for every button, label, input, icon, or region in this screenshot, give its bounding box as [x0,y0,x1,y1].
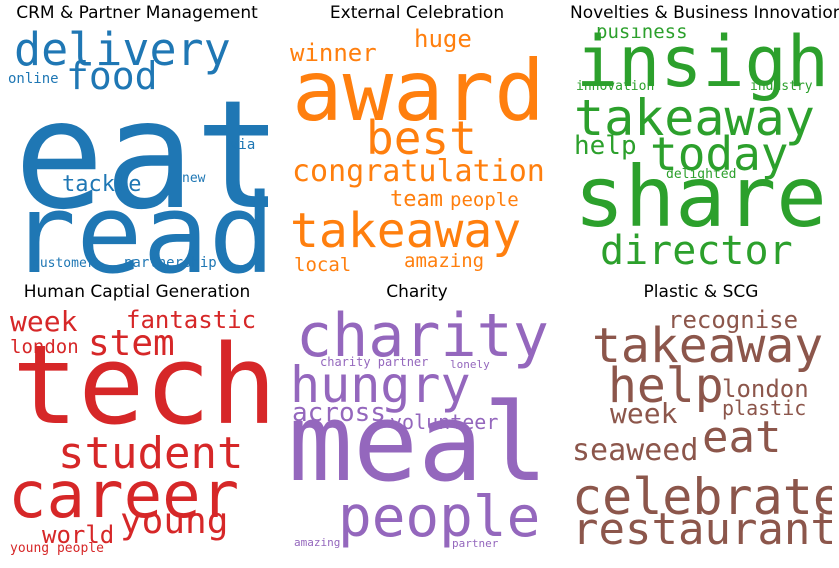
wordcloud-panel-novelties: Novelties & Business Innovations share i… [570,3,839,289]
word-charity-partner: charity partner [320,355,429,369]
word-takeaway: takeaway [574,89,815,147]
wordcloud-panel-external-celebration: External Celebration award best takeaway… [286,3,548,289]
word-recognise: recognise [668,306,799,334]
word-london: london [722,375,809,403]
word-hungry: hungry [290,356,471,414]
word-customer: customer [32,256,95,271]
word-people: people [450,189,519,211]
word-via: via [230,137,256,153]
panel-title: External Celebration [329,3,505,23]
word-partner: partner [452,537,499,550]
word-takeaway: takeaway [592,318,824,374]
word-winner: winner [290,39,377,67]
word-lonely: lonely [450,358,490,371]
wordcloud-panel-plastic-scg: Plastic & SCG celebrate restaurant takea… [570,282,832,568]
panel-title: Novelties & Business Innovations [570,3,839,23]
word-stem: stem [88,323,175,364]
word-share: share [574,148,827,246]
wordcloud-canvas: eat read delivery food tackle partnershi… [6,27,268,289]
wordcloud-panel-human-capital: Human Captial Generation tech career stu… [6,282,268,568]
wordcloud-canvas: celebrate restaurant takeaway help eat s… [570,306,832,568]
word-eat: eat [14,69,268,243]
word-industry: industry [750,79,813,94]
word-seaweed: seaweed [572,433,699,468]
word-takeaway: takeaway [290,203,522,259]
word-help: help [574,131,637,161]
panel-title: CRM & Partner Management [16,3,258,23]
word-congratulation: congratulation [292,154,545,189]
word-read: read [10,170,268,289]
word-student: student [58,428,244,479]
word-amazing: amazing [404,250,485,272]
word-career: career [8,459,240,533]
word-local: local [294,254,352,276]
word-plastic: plastic [722,396,807,420]
word-huge: huge [414,27,472,53]
word-volunteer: volunteer [390,410,499,434]
word-eat: eat [702,412,782,463]
panel-title: Charity [386,282,448,302]
word-charity: charity [296,306,548,371]
panel-title: Plastic & SCG [643,282,759,302]
word-world: world [42,521,115,549]
wordcloud-panel-crm: CRM & Partner Management eat read delive… [6,3,268,289]
wordcloud-panel-charity: Charity meal charity people hungry acros… [286,282,548,568]
word-amazing: amazing [294,536,341,549]
word-today: today [650,127,789,181]
word-celebrate: celebrate [572,468,832,526]
word-fantastic: fantastic [126,306,257,334]
word-business: business [596,27,688,43]
word-director: director [600,228,793,274]
word-week: week [10,306,78,338]
word-tech: tech [12,321,268,449]
word-week: week [610,397,678,430]
word-london: london [10,336,79,358]
word-young-people: young people [10,541,104,556]
word-team: team [390,187,443,212]
wordcloud-canvas: meal charity people hungry across volunt… [286,306,548,568]
word-new: new [182,171,206,186]
wordcloud-canvas: award best takeaway congratulation winne… [286,27,548,289]
word-tackle: tackle [62,172,142,197]
word-award: award [292,42,545,140]
word-people: people [338,485,541,550]
word-best: best [366,111,477,165]
word-delighted: delighted [666,167,737,182]
panel-title: Human Captial Generation [23,282,251,302]
word-young: young [120,501,229,542]
word-delivery: delivery [14,27,231,76]
word-meal: meal [288,381,548,506]
word-innovation: innovation [576,79,655,94]
word-across: across [292,398,386,428]
word-online: online [8,71,59,87]
word-partnership: partnership [124,255,217,271]
word-help: help [608,358,724,414]
word-food: food [66,54,158,98]
wordcloud-canvas: tech career student young stem week fant… [6,306,268,568]
word-restaurant: restaurant [572,504,832,555]
